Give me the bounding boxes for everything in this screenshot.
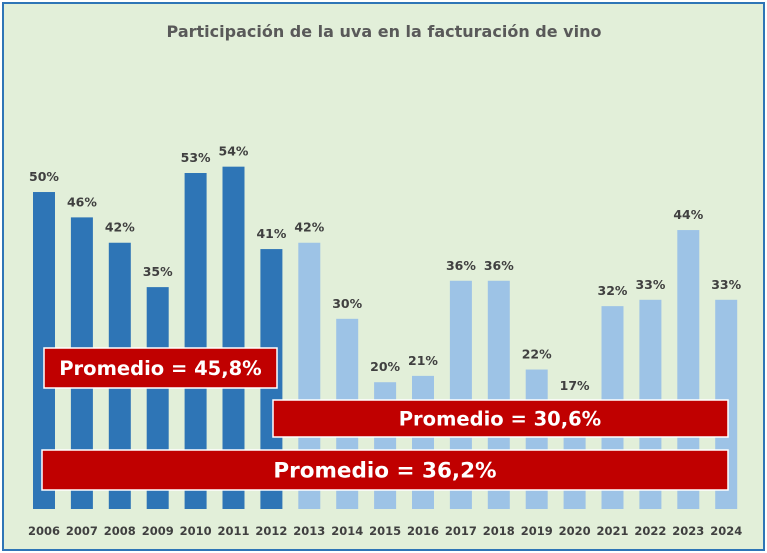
average-box-2013-2024: [272, 399, 729, 438]
year-label-2015: 2015: [369, 524, 401, 538]
value-label-2007: 46%: [67, 194, 97, 209]
average-annotation-2006-2012: Promedio = 45,8%: [43, 347, 278, 389]
value-label-2008: 42%: [105, 220, 135, 235]
value-label-2016: 21%: [408, 353, 438, 368]
average-label-2006-2012: Promedio = 45,8%: [59, 357, 261, 380]
value-label-2013: 42%: [294, 220, 324, 235]
value-label-2021: 32%: [598, 283, 628, 298]
bar-2011: [222, 166, 245, 510]
value-label-2018: 36%: [484, 258, 514, 273]
value-label-2024: 33%: [711, 277, 741, 292]
value-label-2006: 50%: [29, 169, 59, 184]
year-label-2022: 2022: [634, 524, 666, 538]
bar-2010: [184, 173, 207, 509]
year-label-2014: 2014: [331, 524, 363, 538]
year-label-2023: 2023: [672, 524, 704, 538]
value-label-2023: 44%: [673, 207, 703, 222]
year-label-2016: 2016: [407, 524, 439, 538]
year-labels-group: 2006 2007 2008 2009 2010 2011 2012 2013 2014 2015…: [28, 524, 742, 538]
value-label-2017: 36%: [446, 258, 476, 273]
year-label-2009: 2009: [142, 524, 174, 538]
year-label-2013: 2013: [293, 524, 325, 538]
value-label-2020: 17%: [560, 378, 590, 393]
year-label-2011: 2011: [217, 524, 249, 538]
average-label-2006-2024: Promedio = 36,2%: [273, 459, 496, 484]
value-label-2010: 53%: [181, 150, 211, 165]
year-label-2012: 2012: [255, 524, 287, 538]
year-label-2018: 2018: [483, 524, 515, 538]
value-label-2012: 41%: [256, 226, 286, 241]
average-label-2013-2024: Promedio = 30,6%: [399, 408, 601, 431]
value-label-2011: 54%: [219, 144, 249, 159]
bar-2013: [298, 242, 321, 509]
year-label-2021: 2021: [596, 524, 628, 538]
average-annotation-2013-2024: Promedio = 30,6%: [272, 399, 729, 438]
year-label-2024: 2024: [710, 524, 742, 538]
value-label-2014: 30%: [332, 296, 362, 311]
value-label-2009: 35%: [143, 264, 173, 279]
bar-2023: [677, 230, 700, 509]
average-annotation-2006-2024: Promedio = 36,2%: [41, 449, 729, 491]
year-label-2010: 2010: [180, 524, 212, 538]
value-labels-group: 50% 46% 42% 35% 53% 54% 41% 42% 30% 20% 21% 36% 36% 2…: [29, 144, 742, 394]
year-label-2019: 2019: [521, 524, 553, 538]
chart-title: Participación de la uva en la facturació…: [167, 22, 602, 41]
year-label-2020: 2020: [559, 524, 591, 538]
value-label-2019: 22%: [522, 347, 552, 362]
year-label-2017: 2017: [445, 524, 477, 538]
value-label-2015: 20%: [370, 359, 400, 374]
average-box-2006-2024: [41, 449, 729, 491]
average-box-2006-2012: [43, 347, 278, 389]
value-label-2022: 33%: [635, 277, 665, 292]
year-label-2006: 2006: [28, 524, 60, 538]
bar-chart: Participación de la uva en la facturació…: [28, 22, 742, 538]
year-label-2007: 2007: [66, 524, 98, 538]
averages-group: Promedio = 45,8% Promedio = 30,6% Promedio…: [41, 347, 729, 491]
year-label-2008: 2008: [104, 524, 136, 538]
